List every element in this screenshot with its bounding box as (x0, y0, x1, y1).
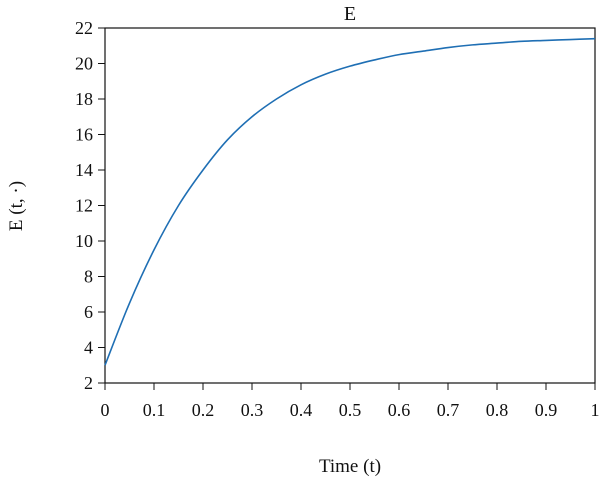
x-tick-label: 0.7 (437, 400, 460, 420)
x-axis-label: Time (t) (319, 456, 381, 477)
y-tick-label: 20 (75, 54, 93, 74)
y-tick-label: 8 (84, 267, 93, 287)
series-line-0 (104, 37, 596, 366)
chart-title: E (344, 3, 356, 25)
x-tick-label: 0.8 (486, 400, 509, 420)
y-tick-label: 14 (75, 160, 93, 180)
y-tick-label: 12 (75, 196, 93, 216)
y-tick-label: 10 (75, 231, 93, 251)
x-tick-label: 0.9 (535, 400, 558, 420)
y-tick-label: 4 (84, 338, 93, 358)
x-tick-label: 0.3 (241, 400, 264, 420)
x-tick-label: 0.6 (388, 400, 411, 420)
y-tick-label: 16 (75, 125, 93, 145)
y-axis: 2 4 6 8 10 12 14 16 18 20 22 (75, 18, 105, 393)
y-tick-label: 18 (75, 89, 93, 109)
x-tick-label: 0.4 (290, 400, 313, 420)
x-tick-label: 0.2 (192, 400, 215, 420)
series-layer (104, 37, 596, 366)
y-tick-label: 2 (84, 373, 93, 393)
x-tick-label: 0.5 (339, 400, 362, 420)
x-axis: 0 0.1 0.2 0.3 0.4 0.5 0.6 0.7 0.8 0.9 1 (101, 383, 600, 420)
x-tick-label: 0.1 (143, 400, 166, 420)
x-tick-label: 0 (101, 400, 110, 420)
y-axis-label: E (t, ·) (6, 181, 27, 231)
x-tick-label: 1 (591, 400, 600, 420)
y-tick-label: 6 (84, 302, 93, 322)
y-tick-label: 22 (75, 18, 93, 38)
